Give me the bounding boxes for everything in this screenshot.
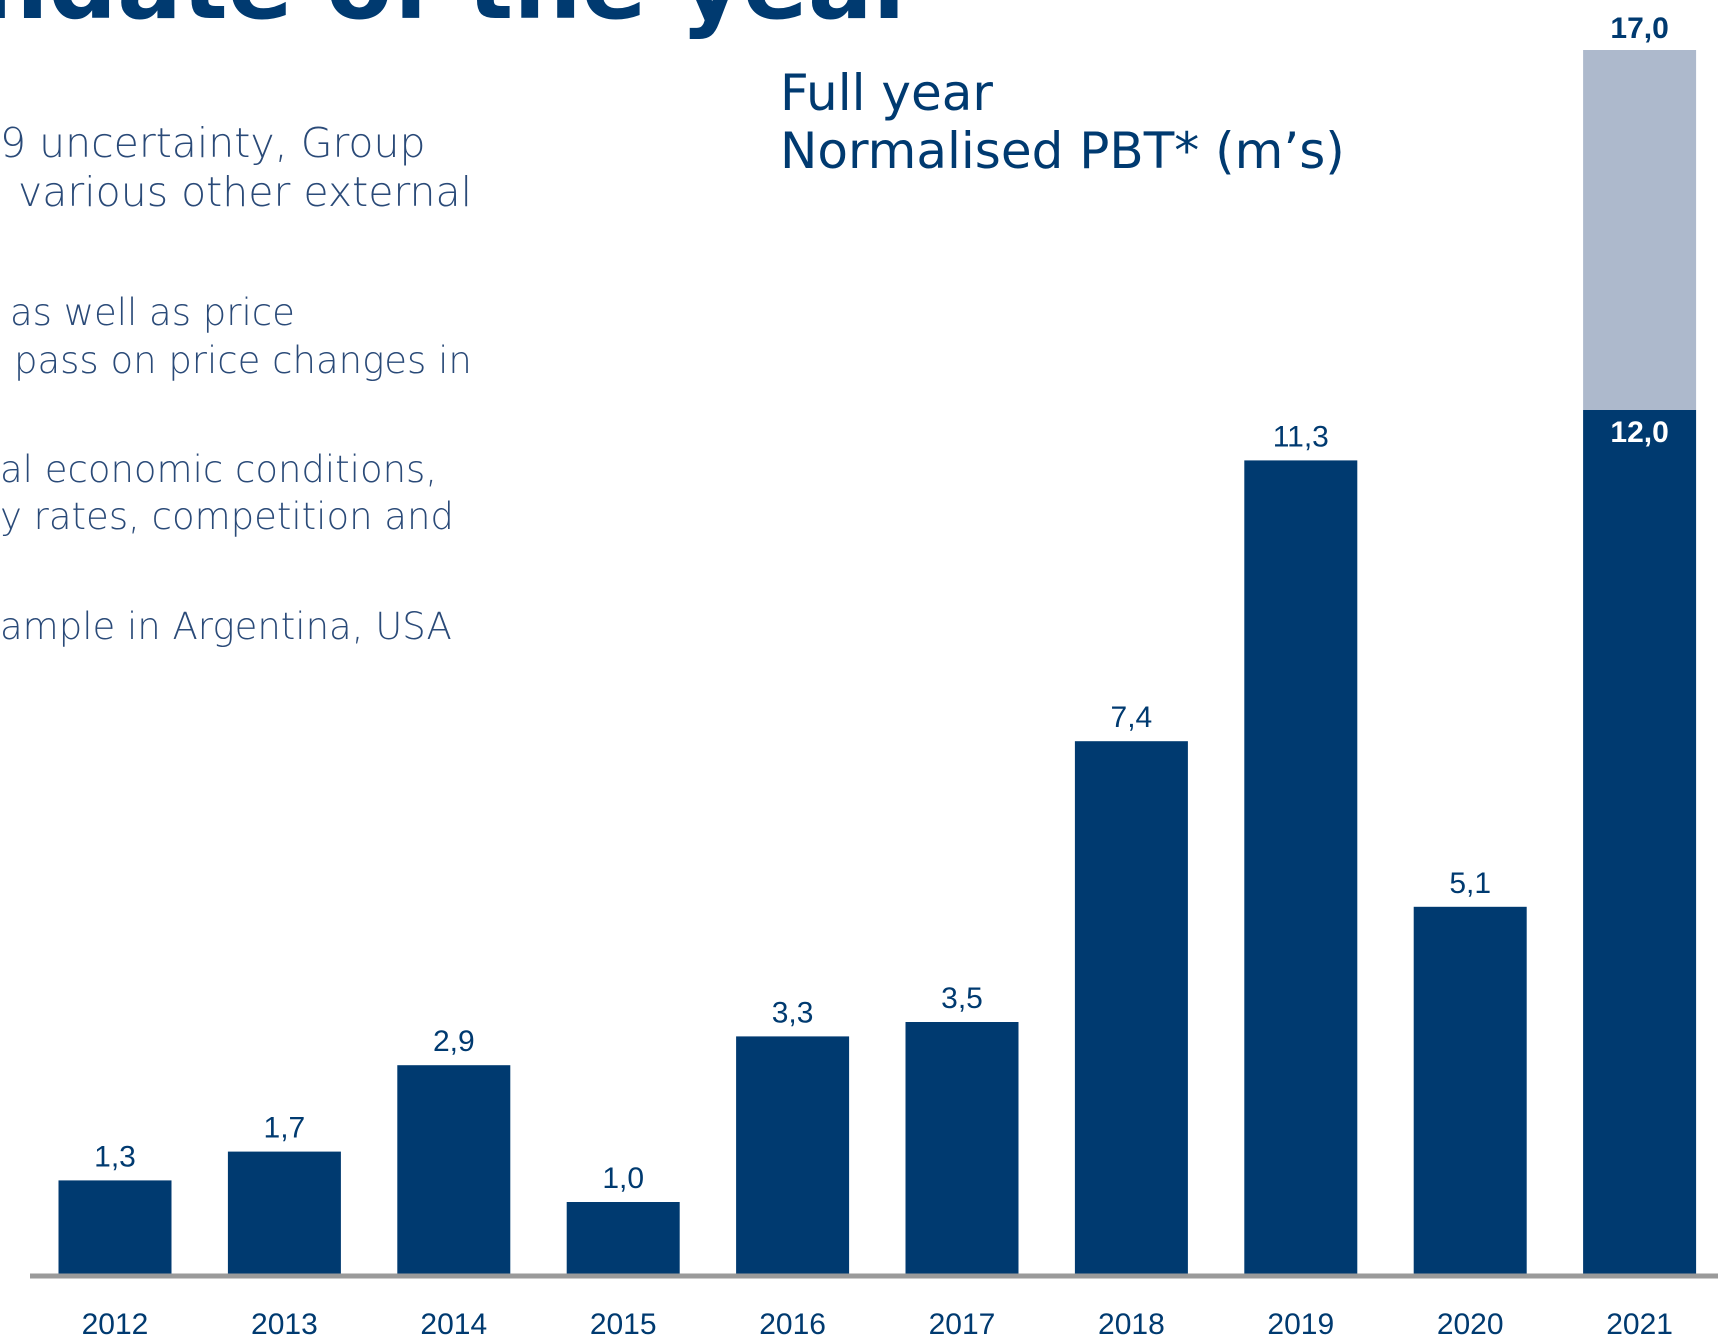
bar	[58, 1180, 172, 1274]
total-label: 17,0	[1610, 12, 1668, 45]
x-tick-label: 2013	[251, 1308, 318, 1340]
bar	[227, 1151, 341, 1274]
x-tick-label: 2020	[1437, 1308, 1504, 1340]
data-label: 5,1	[1449, 867, 1491, 900]
body-line: al economic conditions,	[0, 448, 437, 491]
bar	[1413, 906, 1527, 1274]
bar	[736, 1036, 850, 1274]
slide-title: ndate of the year	[0, 0, 921, 41]
chart-title: Full year	[780, 64, 993, 122]
x-tick-label: 2021	[1606, 1308, 1673, 1340]
data-label: 11,3	[1273, 420, 1329, 453]
data-label: 3,5	[941, 982, 983, 1015]
x-tick-label: 2012	[82, 1308, 149, 1340]
bar	[1244, 460, 1358, 1274]
bar	[566, 1202, 680, 1274]
data-label: 12,0	[1610, 416, 1668, 449]
bar	[905, 1022, 1019, 1274]
bar	[1583, 410, 1697, 1274]
x-tick-label: 2014	[420, 1308, 487, 1340]
data-label: 1,7	[264, 1112, 306, 1145]
data-label: 2,9	[433, 1025, 475, 1058]
bar	[397, 1065, 511, 1274]
x-tick-label: 2015	[590, 1308, 657, 1340]
bar	[1583, 50, 1697, 410]
data-label: 3,3	[772, 996, 814, 1029]
x-tick-label: 2016	[759, 1308, 826, 1340]
body-line: 9 uncertainty, Group	[0, 119, 426, 167]
data-label: 7,4	[1111, 701, 1153, 734]
body-line: y rates, competition and	[0, 495, 454, 538]
data-label: 1,0	[602, 1162, 644, 1195]
data-label: 1,3	[94, 1140, 136, 1173]
body-line: ample in Argentina, USA	[0, 605, 452, 648]
body-line: as well as price	[10, 291, 295, 334]
x-tick-label: 2018	[1098, 1308, 1165, 1340]
x-tick-label: 2019	[1267, 1308, 1334, 1340]
chart-title: Normalised PBT* (m’s)	[780, 122, 1345, 180]
body-line: various other external	[18, 168, 472, 216]
x-tick-label: 2017	[929, 1308, 996, 1340]
bar	[1074, 741, 1188, 1274]
body-line: pass on price changes in	[14, 339, 472, 382]
